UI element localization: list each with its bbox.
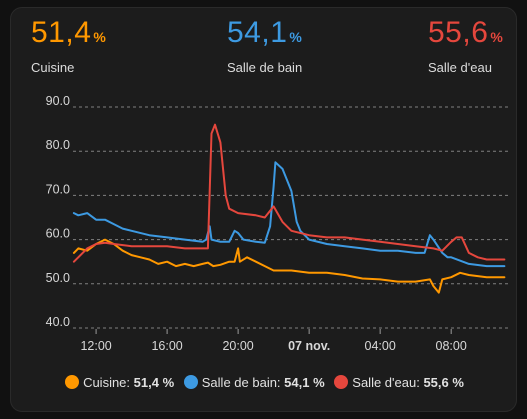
- stat-unit: %: [289, 29, 302, 45]
- legend-label: Salle d'eau:: [352, 375, 420, 390]
- stat-name: Cuisine: [31, 60, 75, 75]
- legend-item-cuisine[interactable]: Cuisine: 51,4 %: [65, 375, 174, 390]
- x-tick-label: 04:00: [365, 339, 396, 353]
- legend-item-salle-d-eau[interactable]: Salle d'eau: 55,6 %: [334, 375, 464, 390]
- x-tick-label: 20:00: [222, 339, 253, 353]
- stat-unit: %: [490, 29, 503, 45]
- stat-salle-de-bain[interactable]: 54,1% Salle de bain: [227, 16, 302, 75]
- stat-value: 51,4: [31, 16, 92, 49]
- y-tick-label: 60.0: [46, 227, 70, 241]
- series-line-cuisine: [72, 238, 506, 294]
- x-tick-label: 08:00: [436, 339, 467, 353]
- humidity-chart[interactable]: 90.0 80.0 70.0 60.0 50.0 40.0 12:00 16:00 20:00 0…: [11, 8, 518, 373]
- humidity-card: 51,4% Cuisine 54,1% Salle de bain 55,6% …: [10, 7, 517, 412]
- series-line-salle-d-eau: [72, 123, 506, 263]
- legend-item-salle-de-bain[interactable]: Salle de bain: 54,1 %: [183, 375, 325, 390]
- y-tick-label: 50.0: [46, 271, 70, 285]
- legend-value: 51,4 %: [133, 375, 175, 390]
- y-tick-label: 40.0: [46, 315, 70, 329]
- legend-dot-icon: [65, 375, 80, 389]
- y-tick-label: 70.0: [46, 182, 70, 196]
- legend-label: Salle de bain:: [201, 375, 281, 390]
- legend-dot-icon: [183, 375, 198, 389]
- stat-cuisine[interactable]: 51,4% Cuisine: [31, 16, 106, 75]
- y-tick-label: 90.0: [46, 94, 70, 108]
- stat-name: Salle de bain: [227, 60, 303, 75]
- stat-value: 55,6: [428, 16, 489, 49]
- legend-label: Cuisine:: [83, 375, 131, 390]
- stat-unit: %: [93, 29, 106, 45]
- legend-dot-icon: [334, 375, 349, 389]
- x-tick-label: 16:00: [151, 339, 182, 353]
- y-tick-label: 80.0: [46, 138, 70, 152]
- legend-value: 54,1 %: [284, 375, 325, 390]
- stat-salle-d-eau[interactable]: 55,6% Salle d'eau: [428, 16, 503, 75]
- stat-value: 54,1: [227, 16, 288, 49]
- series-line-salle-de-bain: [72, 161, 506, 268]
- stat-name: Salle d'eau: [428, 60, 492, 75]
- x-tick-label: 07 nov.: [288, 339, 330, 353]
- legend-value: 55,6 %: [423, 375, 464, 390]
- x-tick-label: 12:00: [80, 339, 111, 353]
- chart-legend: Cuisine: 51,4 % Salle de bain: 54,1 % Sa…: [11, 375, 518, 390]
